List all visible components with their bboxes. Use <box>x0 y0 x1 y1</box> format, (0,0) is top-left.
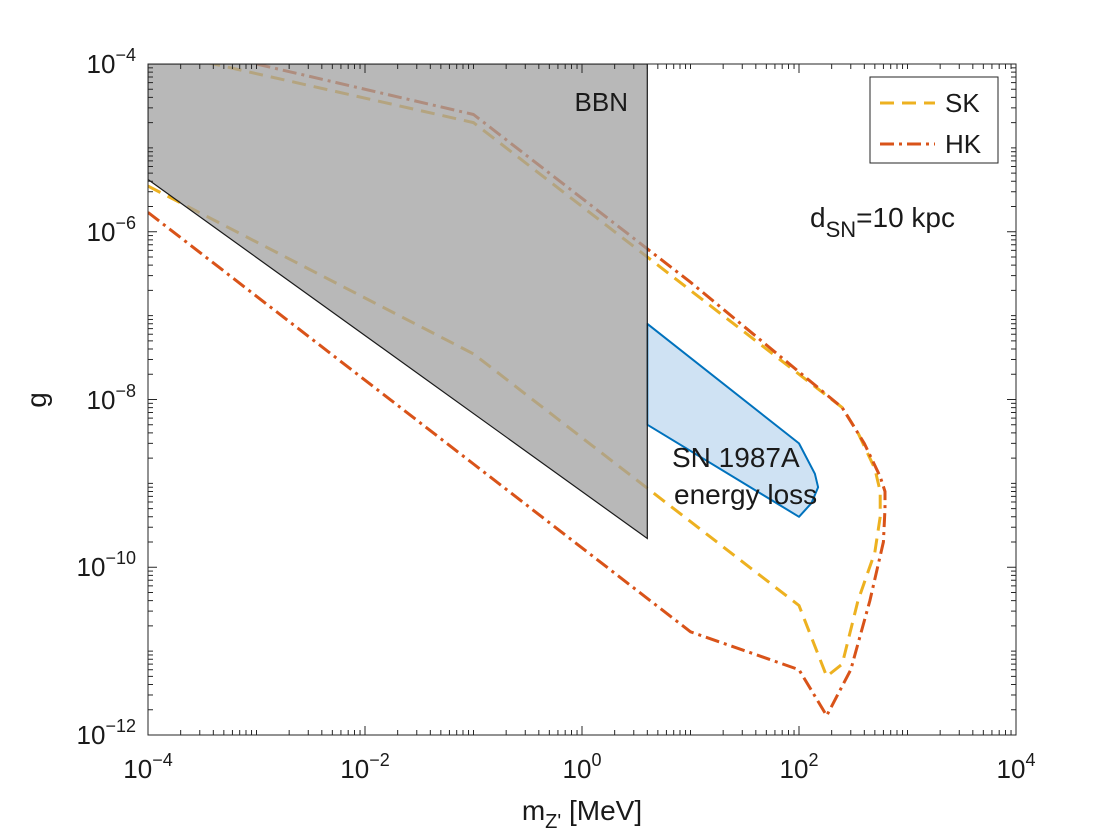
tick-layer <box>147 63 1017 736</box>
x-tick-label: 100 <box>563 750 602 784</box>
y-tick-label: 10−4 <box>87 45 136 79</box>
y-tick-label: 10−10 <box>77 548 136 582</box>
x-tick-label: 102 <box>780 750 819 784</box>
y-tick-label: 10−12 <box>77 716 136 750</box>
sn1987a-label-line2: energy loss <box>674 479 817 510</box>
y-axis-label: g <box>21 392 52 408</box>
x-tick-label: 10−2 <box>340 750 389 784</box>
sn1987a-label-line1: SN 1987A <box>672 442 800 473</box>
legend-label-hk: HK <box>945 129 982 159</box>
legend: SK HK <box>869 76 999 164</box>
bbn-label: BBN <box>575 87 628 117</box>
legend-label-sk: SK <box>945 88 980 118</box>
bbn-region <box>148 64 648 540</box>
y-tick-label: 10−8 <box>87 381 136 415</box>
legend-box <box>869 76 999 164</box>
sn1987a-region <box>646 322 820 518</box>
distance-annotation: dSN=10 kpc <box>810 202 955 242</box>
y-tick-label: 10−6 <box>87 213 136 247</box>
series-layer <box>148 64 887 718</box>
x-tick-label: 10−4 <box>123 750 172 784</box>
x-tick-label: 104 <box>997 750 1036 784</box>
series-line-hk <box>148 64 887 718</box>
series-line-sk <box>148 64 882 678</box>
x-axis-label: mZ' [MeV] <box>522 795 642 833</box>
